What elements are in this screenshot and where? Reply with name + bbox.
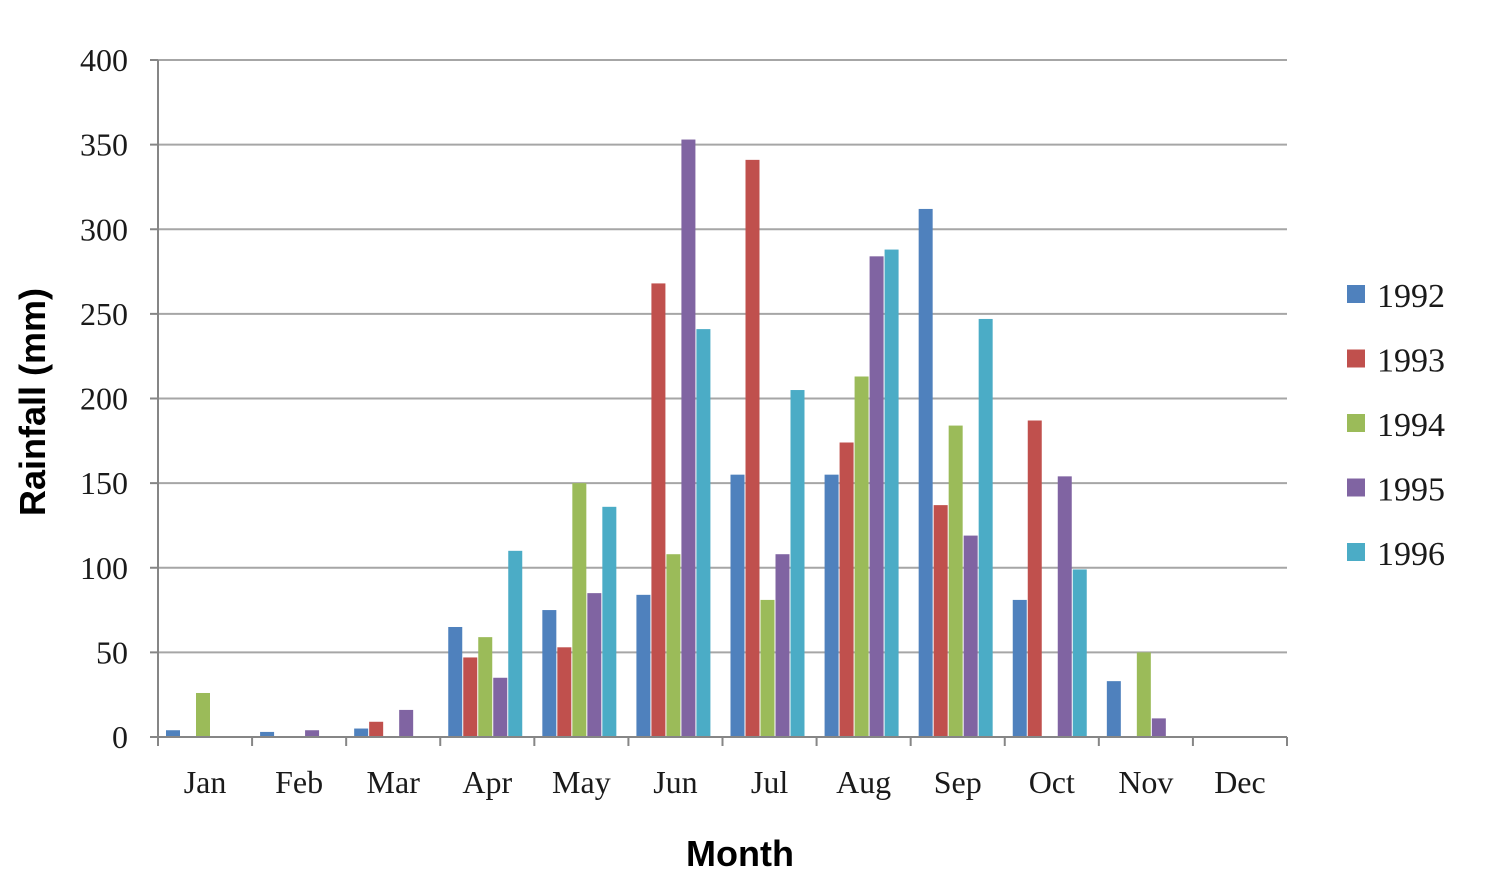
x-tick-label: Jun [653,764,697,800]
bar-1994-sep [948,425,963,737]
axes [150,59,1288,746]
bar-1993-sep [933,505,948,737]
legend: 1992 1993 1994 1995 1996 [1347,278,1445,573]
legend-label-1992: 1992 [1377,278,1445,315]
legend-swatch-1993 [1347,349,1365,368]
bar-1996-aug [884,249,899,737]
bar-1993-jun [651,283,666,737]
bar-1996-jun [696,329,711,737]
bar-1994-jan [196,692,210,737]
legend-label-1995: 1995 [1377,472,1445,509]
y-tick-label: 300 [80,211,128,247]
bar-1996-jul [790,390,805,737]
bar-1995-nov [1151,718,1166,737]
legend-label-1996: 1996 [1377,536,1445,573]
bar-1993-jul [745,159,760,738]
bar-1993-mar [369,721,384,737]
legend-swatch-1996 [1347,543,1365,561]
x-tick-label: Sep [934,764,982,800]
x-tick-label: Nov [1118,764,1173,800]
bar-1994-apr [478,637,493,737]
x-tick-label: Oct [1029,764,1075,800]
bar-1995-sep [963,535,978,737]
bar-1994-jun [666,554,681,737]
bar-1993-may [557,647,572,737]
x-tick-label: Jan [184,764,227,800]
bar-1996-oct [1072,569,1087,737]
y-tick-label: 350 [80,127,128,163]
y-tick-label: 150 [80,465,128,501]
legend-label-1993: 1993 [1377,343,1445,380]
bar-1993-apr [463,657,478,737]
bar-1996-sep [978,318,993,737]
y-axis-title: Rainfall (mm) [12,288,53,516]
x-tick-label: May [552,764,611,800]
bar-1995-feb [305,730,320,737]
y-tick-label: 100 [80,550,128,586]
bar-1996-apr [508,550,523,737]
y-tick-label: 200 [80,381,128,417]
x-tick-label: Aug [836,764,891,800]
bar-1992-may [542,610,557,737]
bar-1994-nov [1136,652,1151,737]
x-tick-label: Dec [1214,764,1266,800]
bar-1995-jun [681,139,696,738]
bar-1992-oct [1012,599,1027,737]
bar-1992-jan [166,730,180,737]
x-axis-title: Month [686,833,794,874]
bar-1992-sep [918,208,933,737]
bar-1995-oct [1057,476,1072,737]
bar-1992-jul [730,474,745,737]
y-tick-label: 400 [80,42,128,78]
x-tick-label: Feb [275,764,323,800]
bar-1995-may [587,593,602,737]
bar-1994-jul [760,599,775,737]
bar-1992-aug [824,474,839,737]
bar-1994-aug [854,376,869,737]
x-tick-label: Jul [751,764,788,800]
bar-1993-oct [1027,420,1042,737]
y-tick-labels: 0 50 100 150 200 250 300 350 400 [80,42,128,755]
bar-1992-feb [260,731,275,737]
x-tick-label: Apr [462,764,512,800]
bar-1994-may [572,483,587,737]
bar-1995-aug [869,256,884,737]
x-tick-label: Mar [367,764,421,800]
legend-swatch-1995 [1347,478,1365,497]
bar-1995-jul [775,554,790,737]
y-tick-label: 50 [96,634,128,670]
legend-swatch-1992 [1347,285,1365,303]
x-tick-labels: Jan Feb Mar Apr May Jun Jul Aug Sep Oct Nov Dec [184,764,1266,800]
bar-1993-aug [839,442,854,737]
y-tick-label: 0 [112,719,128,755]
y-tick-label: 250 [80,296,128,332]
bar-1992-jun [636,594,651,737]
legend-swatch-1994 [1347,414,1365,432]
gridlines [158,59,1287,654]
bar-1992-apr [448,626,463,737]
legend-label-1994: 1994 [1377,407,1445,444]
bar-1996-may [602,506,617,737]
bar-1995-mar [399,709,414,737]
bar-1992-nov [1106,681,1121,737]
bar-1992-mar [354,728,369,737]
bars [166,139,1166,738]
bar-1995-apr [493,677,508,737]
